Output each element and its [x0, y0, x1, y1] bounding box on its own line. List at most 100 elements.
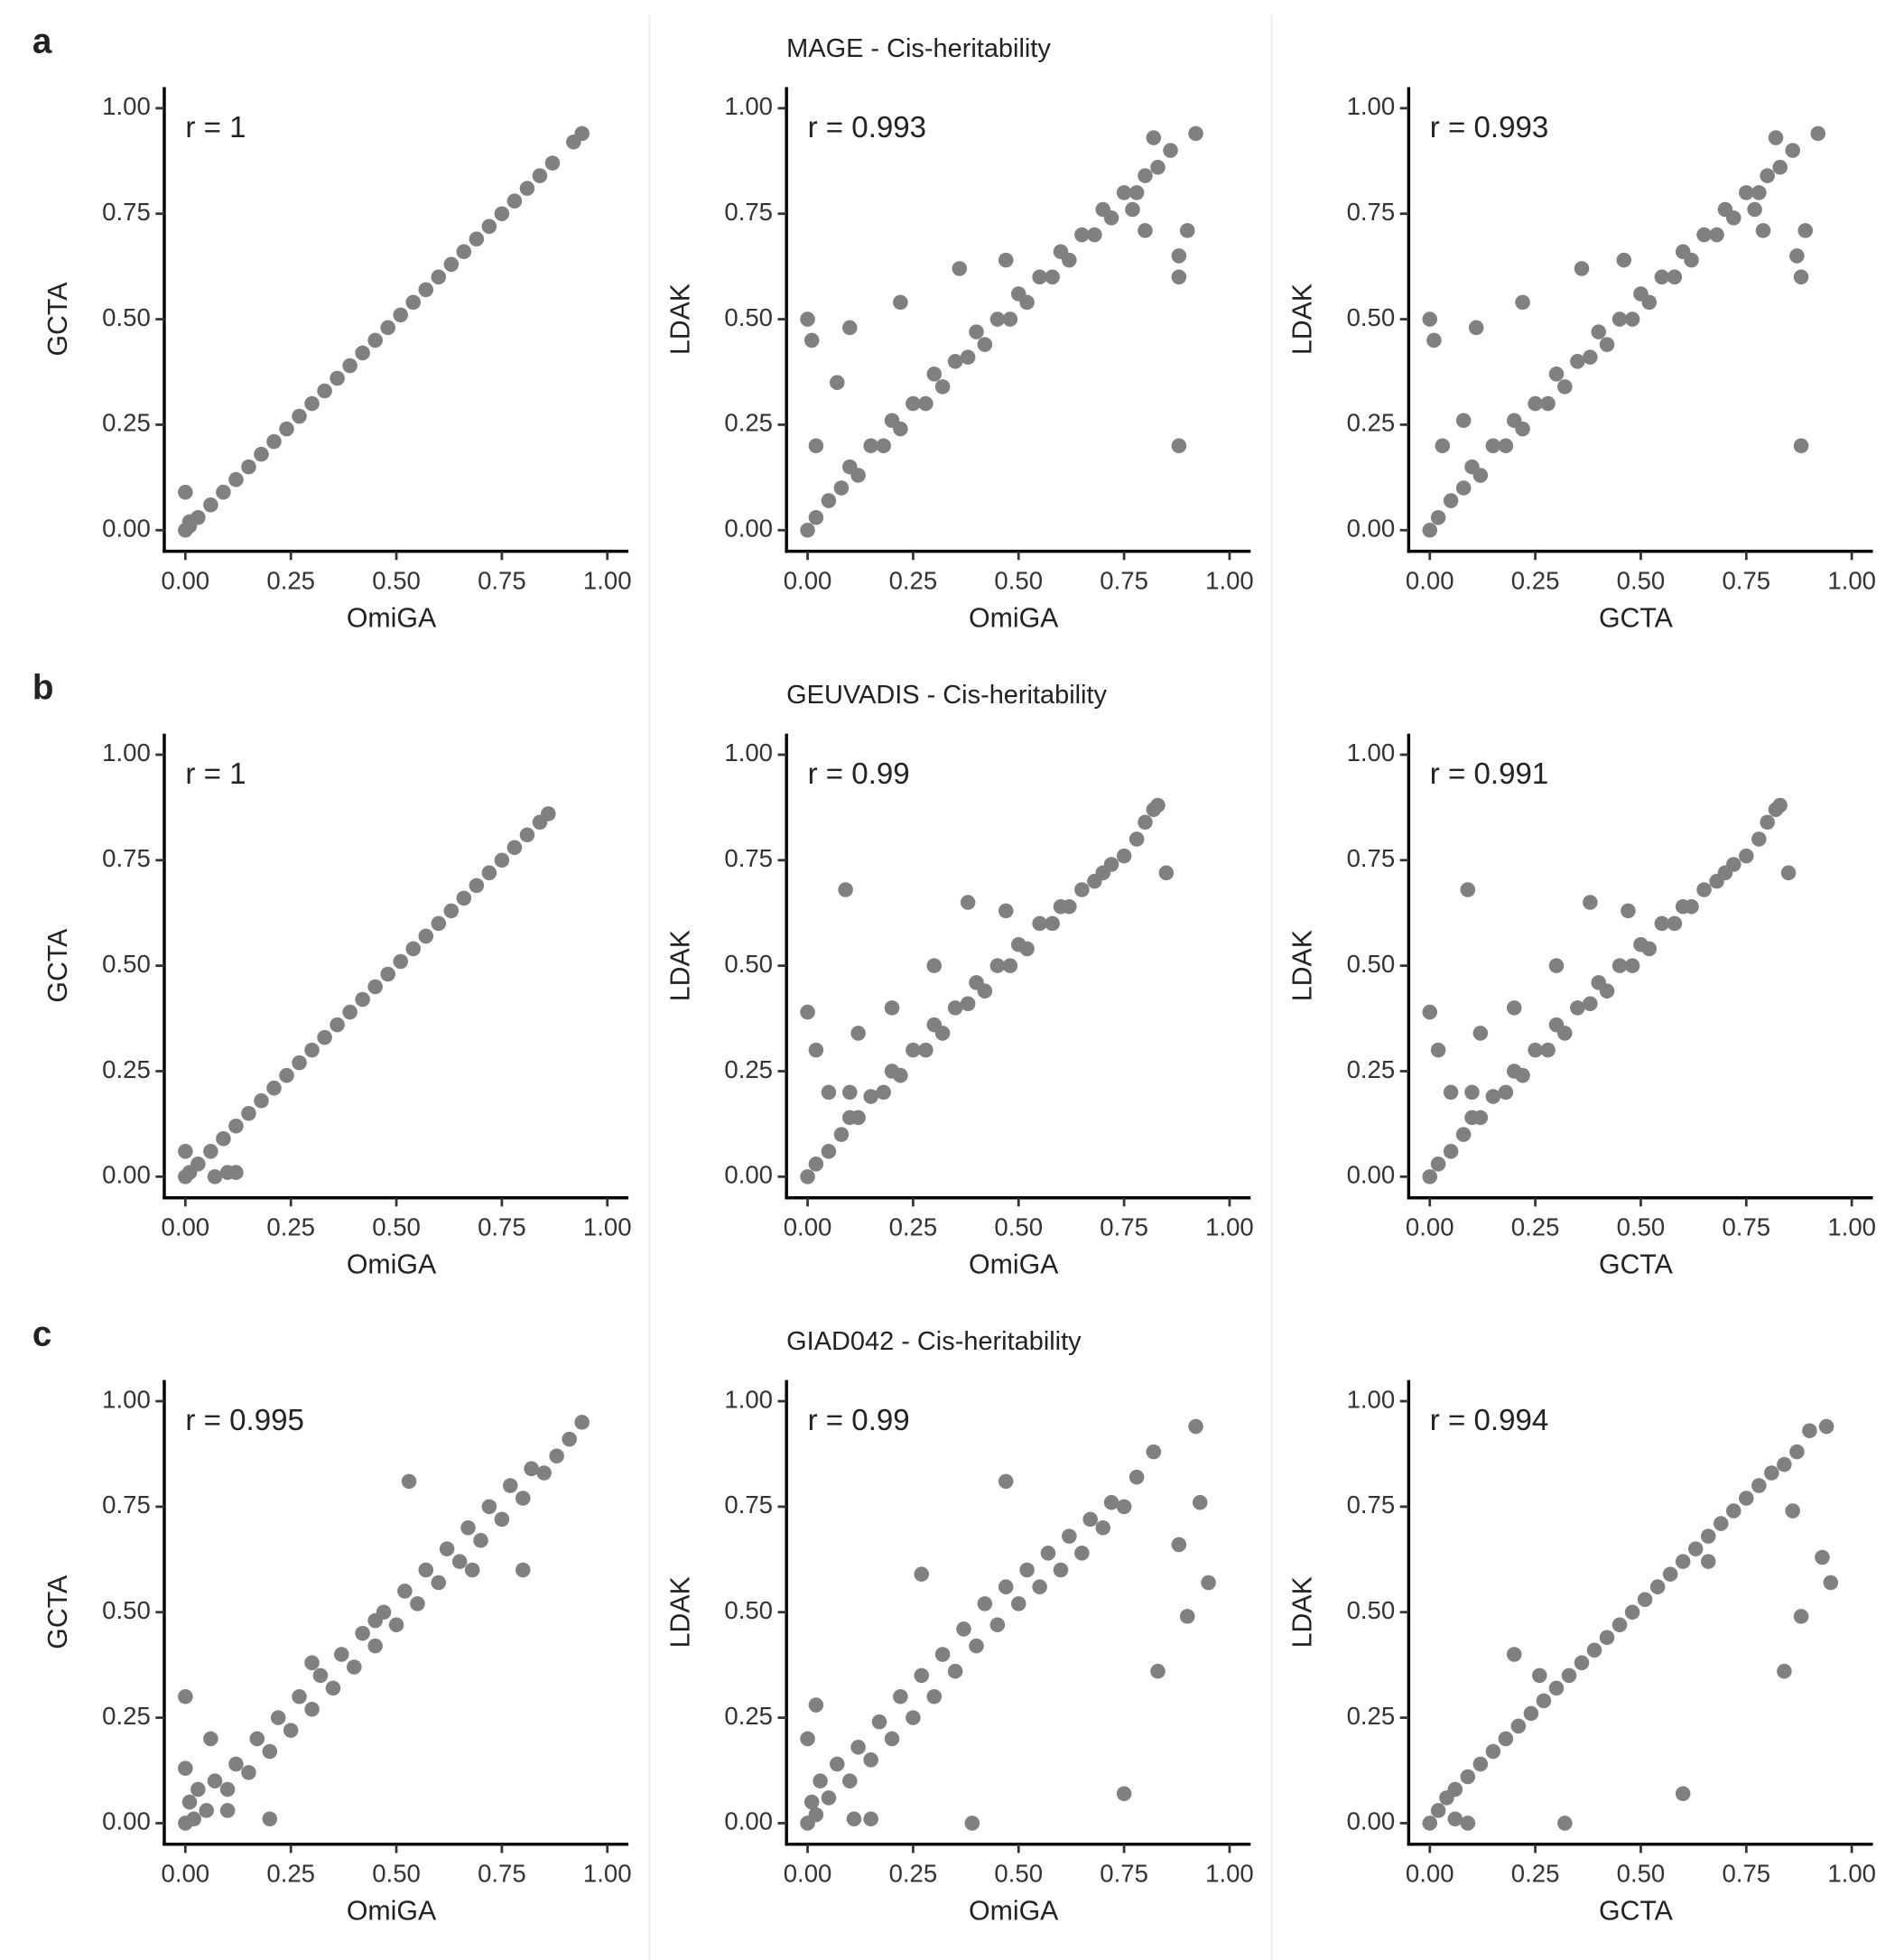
- point: [178, 1144, 193, 1159]
- point: [1422, 1004, 1438, 1020]
- y-tick-label: 1.00: [724, 92, 773, 120]
- y-tick-label: 0.50: [102, 303, 151, 331]
- point: [1583, 895, 1598, 910]
- point: [800, 1731, 815, 1747]
- point: [1700, 1528, 1716, 1544]
- point: [367, 1638, 383, 1654]
- point: [850, 1740, 866, 1755]
- x-tick-label: 0.25: [889, 566, 938, 594]
- y-axis-title: GCTA: [43, 928, 73, 1003]
- point: [279, 421, 294, 437]
- point: [1557, 1026, 1573, 1041]
- point: [536, 1465, 552, 1481]
- y-tick-label: 0.25: [102, 1702, 151, 1730]
- point: [456, 890, 472, 906]
- point: [401, 1473, 417, 1490]
- point: [1032, 269, 1047, 285]
- x-tick-label: 0.75: [478, 566, 526, 594]
- x-tick-label: 0.50: [994, 1212, 1043, 1240]
- point: [574, 125, 590, 142]
- point: [1599, 1630, 1615, 1646]
- point: [418, 928, 434, 944]
- point: [443, 256, 460, 273]
- point: [1624, 958, 1640, 973]
- y-tick-label: 0.25: [724, 409, 773, 437]
- point: [1793, 438, 1809, 454]
- point: [1637, 1592, 1653, 1607]
- point: [304, 1042, 320, 1058]
- point: [1641, 941, 1658, 957]
- point: [431, 915, 447, 932]
- point: [1747, 201, 1762, 218]
- point: [1171, 248, 1187, 264]
- point: [850, 468, 866, 483]
- point: [998, 252, 1014, 268]
- x-tick-label: 0.75: [478, 1212, 526, 1240]
- y-tick-label: 1.00: [102, 738, 151, 766]
- point: [1764, 1465, 1779, 1481]
- point: [1138, 168, 1153, 183]
- point: [304, 1655, 320, 1671]
- panel-label: c: [33, 1315, 51, 1354]
- point: [906, 1710, 921, 1725]
- point: [1548, 1680, 1565, 1696]
- x-axis-title: OmiGA: [969, 1250, 1059, 1280]
- point: [871, 1714, 887, 1730]
- point: [388, 1617, 404, 1633]
- y-tick-label: 0.75: [1347, 1491, 1396, 1519]
- point: [292, 408, 307, 424]
- point: [1188, 1418, 1203, 1435]
- point: [207, 1773, 223, 1788]
- point: [1684, 252, 1699, 268]
- point: [1616, 252, 1632, 268]
- point: [241, 1765, 256, 1780]
- point: [1150, 1663, 1166, 1679]
- point: [893, 294, 908, 311]
- point: [1667, 915, 1683, 932]
- y-tick-label: 0.00: [102, 1807, 151, 1835]
- y-tick-label: 1.00: [1347, 738, 1396, 766]
- y-tick-label: 0.00: [102, 515, 151, 543]
- point: [1726, 857, 1741, 872]
- x-tick-label: 0.00: [1406, 1212, 1454, 1240]
- point: [1430, 1156, 1446, 1172]
- point: [1802, 1423, 1817, 1439]
- point: [977, 983, 993, 999]
- point: [1777, 1663, 1792, 1679]
- point: [906, 1042, 921, 1058]
- point: [1455, 1127, 1472, 1142]
- point: [969, 324, 984, 339]
- point: [216, 484, 231, 500]
- point: [1654, 915, 1670, 932]
- point: [1574, 1655, 1590, 1671]
- point: [1103, 210, 1119, 226]
- x-axis-title: OmiGA: [969, 1897, 1059, 1927]
- point: [1760, 168, 1775, 183]
- point: [1785, 143, 1800, 158]
- y-tick-label: 0.50: [1347, 1596, 1396, 1624]
- x-tick-label: 0.75: [478, 1860, 526, 1888]
- x-tick-label: 0.00: [162, 1860, 210, 1888]
- point: [1675, 1786, 1691, 1801]
- point: [926, 958, 943, 973]
- x-axis-title: OmiGA: [347, 1897, 437, 1927]
- point: [1557, 1816, 1573, 1831]
- point: [524, 1461, 539, 1477]
- point: [1506, 1000, 1522, 1016]
- point: [178, 1760, 193, 1776]
- point: [863, 1089, 878, 1104]
- point: [1797, 223, 1814, 238]
- y-tick-label: 0.25: [724, 1055, 773, 1083]
- point: [1422, 1816, 1438, 1831]
- point: [1536, 1693, 1552, 1709]
- point: [1515, 421, 1530, 437]
- x-tick-label: 0.00: [784, 1860, 832, 1888]
- point: [1528, 395, 1543, 412]
- point: [451, 1554, 468, 1569]
- y-axis-title: LDAK: [665, 930, 695, 1001]
- point: [494, 852, 510, 869]
- point: [1611, 311, 1628, 327]
- point: [1789, 1444, 1805, 1460]
- x-axis-title: GCTA: [1599, 1897, 1674, 1927]
- point: [1053, 1562, 1069, 1578]
